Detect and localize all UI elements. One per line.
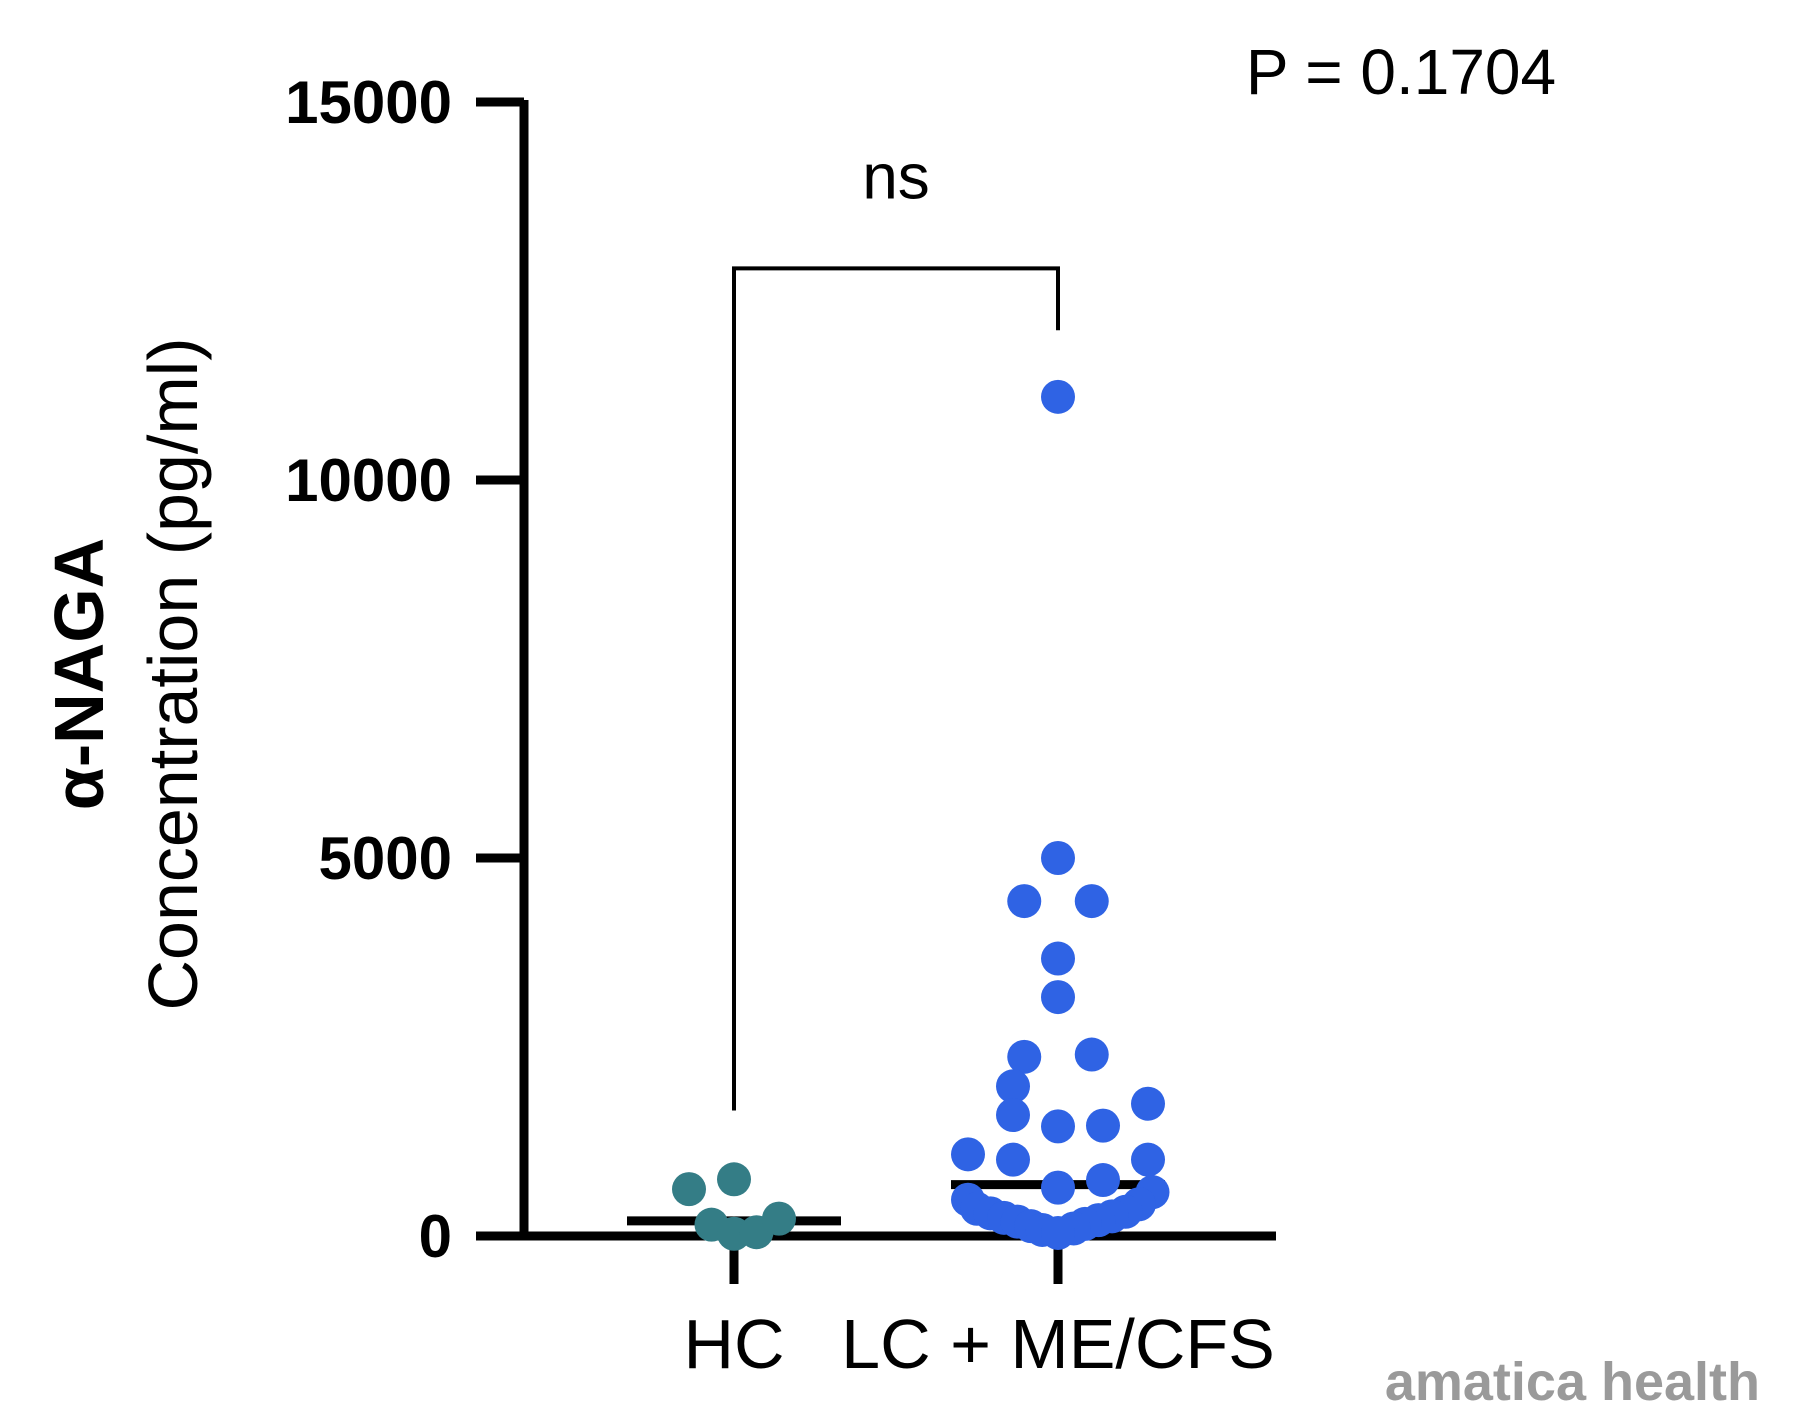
data-point [1131,1142,1165,1177]
x-category-label: LC + ME/CFS [841,1305,1275,1383]
data-point [1086,1163,1120,1198]
y-tick-label: 5000 [319,825,452,892]
data-point [1131,1086,1165,1121]
data-point [951,1137,985,1172]
data-point [1041,1170,1075,1205]
y-axis-title-line2: Concentration (pg/ml) [134,337,212,1010]
y-axis-title-line1: α-NAGA [40,538,118,810]
data-point [1007,884,1042,919]
data-point [1086,1108,1120,1143]
watermark-logo: amatica health [1385,1352,1760,1412]
y-tick-label: 0 [419,1203,452,1270]
data-point [1041,379,1075,414]
data-point [672,1172,706,1207]
p-value-label: P = 0.1704 [1246,36,1556,108]
data-point [1007,1039,1042,1074]
data-point [1041,1109,1075,1144]
data-point [1074,884,1109,919]
significance-label: ns [862,140,930,212]
data-point [762,1201,796,1236]
data-point [1041,980,1075,1015]
x-category-label: HC [683,1305,784,1383]
y-tick-label: 10000 [285,447,452,514]
significance-bracket [732,266,1060,1111]
data-point [996,1142,1030,1177]
data-point [717,1162,751,1197]
data-point [996,1069,1030,1104]
data-point [1041,841,1075,875]
data-point [1074,1037,1109,1072]
data-point [996,1098,1030,1133]
y-tick-label: 15000 [285,69,452,136]
data-point [1041,941,1075,976]
data-point [1041,1215,1075,1250]
